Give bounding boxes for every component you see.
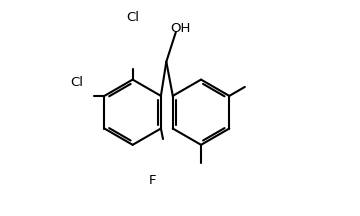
Text: Cl: Cl [126,11,139,24]
Text: F: F [149,174,156,187]
Text: OH: OH [170,22,190,35]
Text: Cl: Cl [70,76,83,89]
